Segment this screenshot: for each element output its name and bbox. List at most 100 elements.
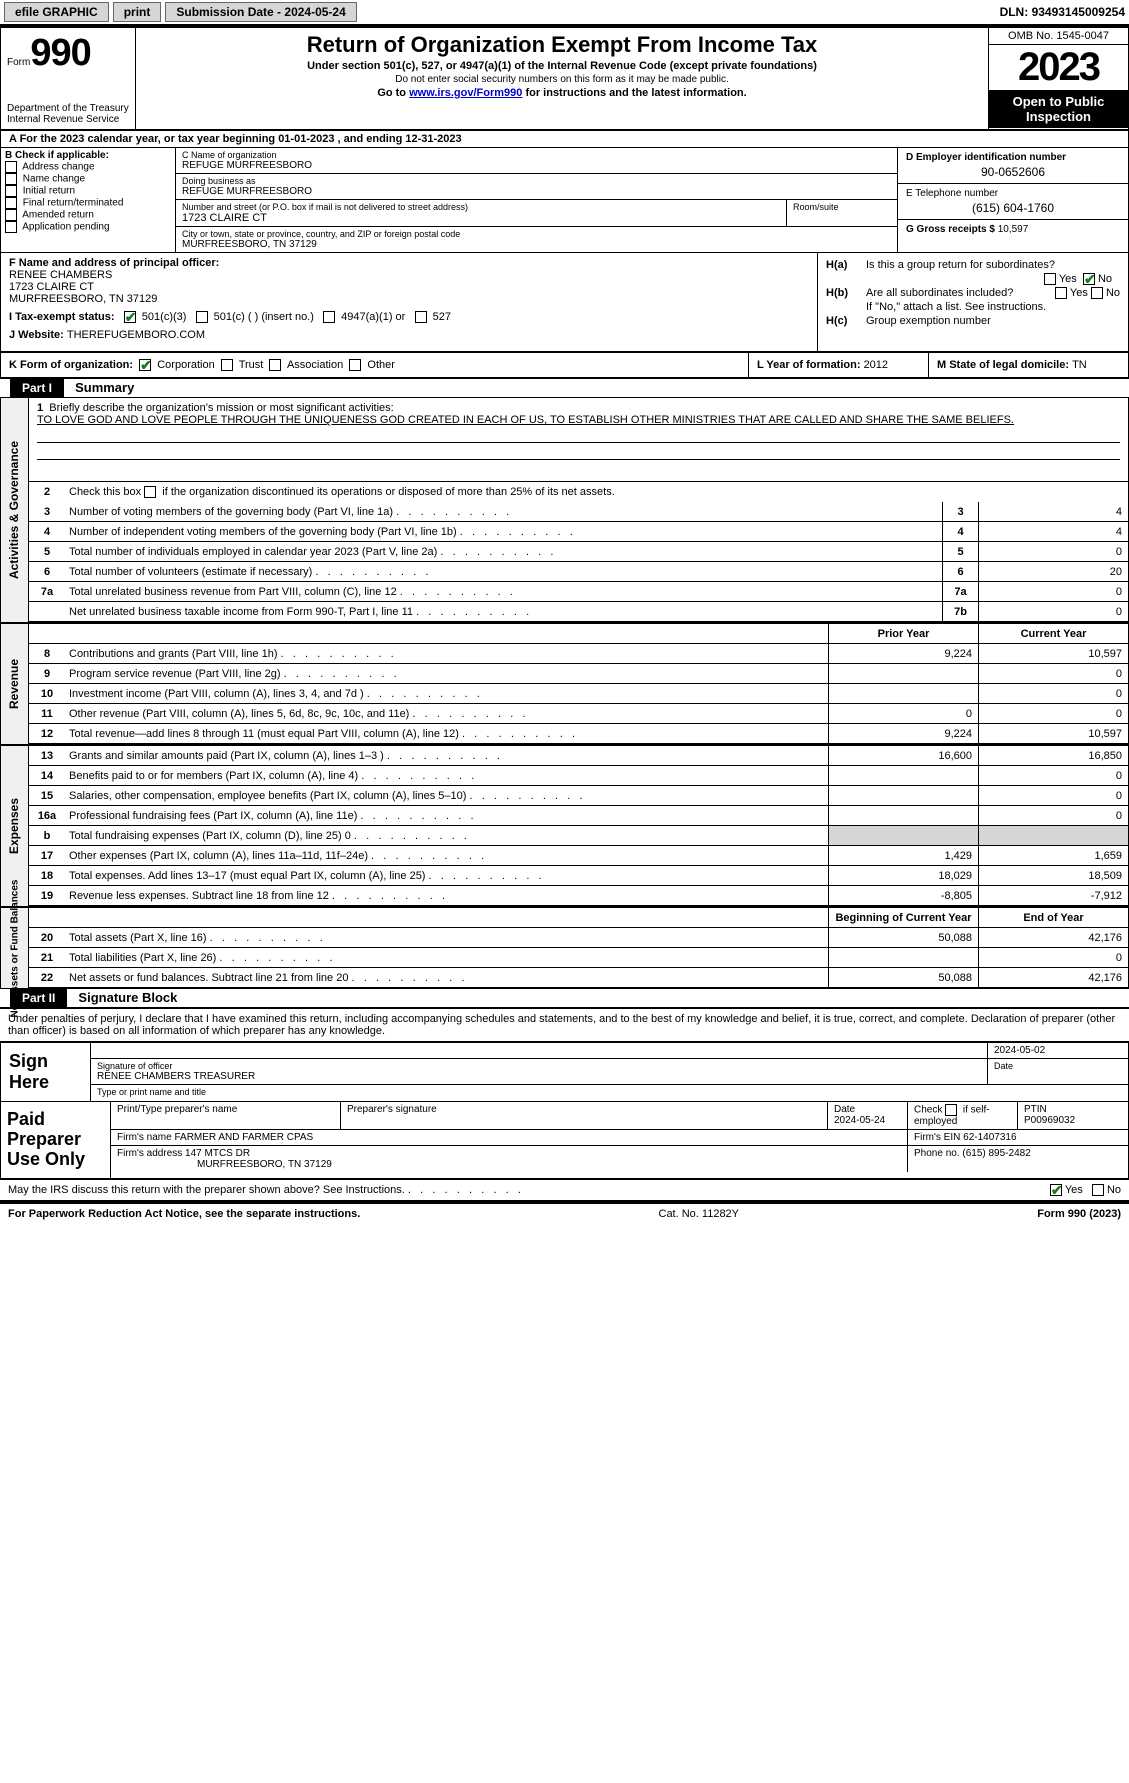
checkbox-amended[interactable] [5, 209, 17, 221]
officer-signature-name: RENEE CHAMBERS TREASURER [97, 1071, 981, 1082]
checkbox-initial-return[interactable] [5, 185, 17, 197]
mission-block: 1 Briefly describe the organization's mi… [29, 398, 1128, 482]
checkbox-527[interactable] [415, 311, 427, 323]
table-row: 14Benefits paid to or for members (Part … [29, 766, 1128, 786]
section-expenses: Expenses 13Grants and similar amounts pa… [0, 744, 1129, 906]
firm-addr2: MURFREESBORO, TN 37129 [117, 1159, 332, 1170]
k-association[interactable] [269, 359, 281, 371]
header-left: Form990 Department of the Treasury Inter… [1, 28, 136, 129]
checkbox-4947[interactable] [323, 311, 335, 323]
officer-name: RENEE CHAMBERS [9, 269, 809, 281]
perjury-text: Under penalties of perjury, I declare th… [0, 1008, 1129, 1041]
table-row: 19Revenue less expenses. Subtract line 1… [29, 886, 1128, 906]
paid-preparer-block: Paid Preparer Use Only Print/Type prepar… [0, 1102, 1129, 1178]
gross-receipts: 10,597 [998, 224, 1029, 235]
checkbox-501c[interactable] [196, 311, 208, 323]
checkbox-final-return[interactable] [5, 197, 17, 209]
paid-preparer-label: Paid Preparer Use Only [1, 1102, 111, 1177]
may-yes[interactable] [1050, 1184, 1062, 1196]
col-de: D Employer identification number 90-0652… [898, 148, 1128, 252]
city-state-zip: MURFREESBORO, TN 37129 [182, 239, 891, 250]
table-row: 6Total number of volunteers (estimate if… [29, 562, 1128, 582]
firm-addr1: 147 MTCS DR [185, 1148, 250, 1159]
table-row: 11Other revenue (Part VIII, column (A), … [29, 704, 1128, 724]
table-row: 8Contributions and grants (Part VIII, li… [29, 644, 1128, 664]
checkbox-address-change[interactable] [5, 161, 17, 173]
table-row: 17Other expenses (Part IX, column (A), l… [29, 846, 1128, 866]
section-klm: K Form of organization: Corporation Trus… [0, 353, 1129, 379]
irs-link[interactable]: www.irs.gov/Form990 [409, 87, 522, 99]
ptin: P00969032 [1024, 1115, 1122, 1126]
table-row: 10Investment income (Part VIII, column (… [29, 684, 1128, 704]
checkbox-501c3[interactable] [124, 311, 136, 323]
section-bcde: B Check if applicable: Address change Na… [0, 147, 1129, 252]
hb-no[interactable] [1091, 287, 1103, 299]
may-no[interactable] [1092, 1184, 1104, 1196]
table-row: 12Total revenue—add lines 8 through 11 (… [29, 724, 1128, 744]
header-mid: Return of Organization Exempt From Incom… [136, 28, 988, 129]
table-row: bTotal fundraising expenses (Part IX, co… [29, 826, 1128, 846]
sign-here-block: Sign Here 2024-05-02 Signature of office… [0, 1041, 1129, 1102]
ha-no[interactable] [1083, 273, 1095, 285]
k-corporation[interactable] [139, 359, 151, 371]
dept-label: Department of the Treasury Internal Reve… [7, 103, 129, 125]
label: Submission Date - [176, 5, 284, 19]
section-governance: Activities & Governance 1 Briefly descri… [0, 398, 1129, 622]
col-b: B Check if applicable: Address change Na… [1, 148, 176, 252]
checkbox-name-change[interactable] [5, 173, 17, 185]
table-row: 4Number of independent voting members of… [29, 522, 1128, 542]
table-row: 13Grants and similar amounts paid (Part … [29, 746, 1128, 766]
open-inspection: Open to Public Inspection [989, 90, 1128, 128]
dba: REFUGE MURFREESBORO [182, 186, 891, 197]
table-row: 3Number of voting members of the governi… [29, 502, 1128, 522]
k-other[interactable] [349, 359, 361, 371]
state-domicile: TN [1072, 359, 1087, 371]
sign-here-label: Sign Here [1, 1043, 91, 1101]
k-trust[interactable] [221, 359, 233, 371]
table-row: 7aTotal unrelated business revenue from … [29, 582, 1128, 602]
table-row: 21Total liabilities (Part X, line 26)0 [29, 948, 1128, 968]
ein: 90-0652606 [906, 165, 1120, 179]
dln: DLN: 93493145009254 [1000, 5, 1125, 19]
sign-date: 2024-05-02 [988, 1043, 1128, 1058]
self-employed-checkbox[interactable] [945, 1104, 957, 1116]
print-button[interactable]: print [113, 2, 162, 22]
header-right: OMB No. 1545-0047 2023 Open to Public In… [988, 28, 1128, 129]
ha-yes[interactable] [1044, 273, 1056, 285]
vtab-revenue: Revenue [8, 659, 22, 709]
line2-checkbox[interactable] [144, 486, 156, 498]
section-revenue: Revenue Prior Year Current Year 8Contrib… [0, 622, 1129, 744]
col-c: C Name of organization REFUGE MURFREESBO… [176, 148, 898, 252]
form-number: 990 [30, 32, 90, 74]
street-address: 1723 CLAIRE CT [182, 212, 780, 224]
table-row: 16aProfessional fundraising fees (Part I… [29, 806, 1128, 826]
table-row: 5Total number of individuals employed in… [29, 542, 1128, 562]
year-formation: 2012 [864, 359, 888, 371]
form-title: Return of Organization Exempt From Incom… [144, 32, 980, 58]
may-irs-discuss: May the IRS discuss this return with the… [0, 1179, 1129, 1200]
form-subtitle: Under section 501(c), 527, or 4947(a)(1)… [144, 60, 980, 72]
submission-date-button[interactable]: Submission Date - 2024-05-24 [165, 2, 356, 22]
efile-button[interactable]: efile GRAPHIC [4, 2, 109, 22]
section-fij: F Name and address of principal officer:… [0, 252, 1129, 353]
tax-year: 2023 [989, 45, 1128, 90]
line-a: A For the 2023 calendar year, or tax yea… [0, 129, 1129, 147]
org-name: REFUGE MURFREESBORO [182, 160, 891, 171]
fij-left: F Name and address of principal officer:… [1, 253, 818, 351]
page-footer: For Paperwork Reduction Act Notice, see … [0, 1203, 1129, 1224]
checkbox-application-pending[interactable] [5, 221, 17, 233]
table-row: Net unrelated business taxable income fr… [29, 602, 1128, 622]
firm-ein: 62-1407316 [963, 1132, 1016, 1143]
phone: (615) 604-1760 [906, 201, 1120, 215]
table-row: 22Net assets or fund balances. Subtract … [29, 968, 1128, 988]
section-net-assets: Net Assets or Fund Balances Beginning of… [0, 906, 1129, 989]
hb-yes[interactable] [1055, 287, 1067, 299]
form-header: Form990 Department of the Treasury Inter… [0, 27, 1129, 129]
omb-number: OMB No. 1545-0047 [989, 28, 1128, 45]
mission-text: TO LOVE GOD AND LOVE PEOPLE THROUGH THE … [37, 414, 1120, 426]
table-row: 15Salaries, other compensation, employee… [29, 786, 1128, 806]
vtab-governance: Activities & Governance [8, 441, 22, 579]
firm-phone: (615) 895-2482 [962, 1148, 1030, 1159]
table-row: 18Total expenses. Add lines 13–17 (must … [29, 866, 1128, 886]
part2-header: Part II Signature Block [0, 989, 1129, 1008]
